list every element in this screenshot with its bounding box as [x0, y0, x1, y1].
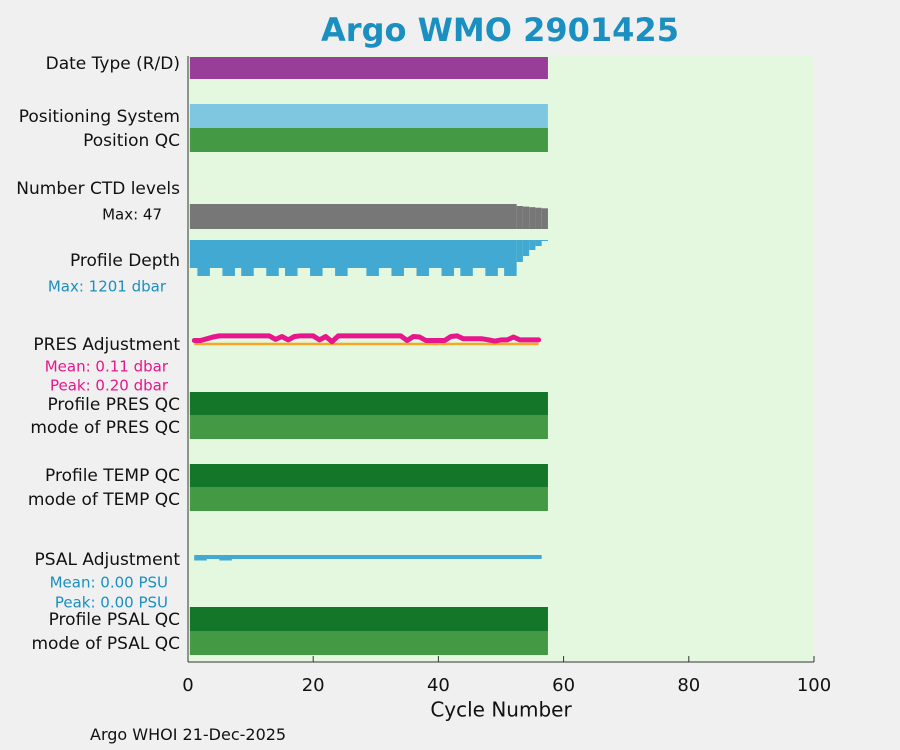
- bar-mode-psal-qc: [189, 631, 548, 655]
- bar-profile-depth-deep: [266, 267, 279, 276]
- row-label-mode-psal-qc: mode of PSAL QC: [31, 634, 180, 654]
- x-tick-label: 20: [302, 675, 325, 696]
- bar-profile-depth-deep: [391, 267, 404, 276]
- row-label-position-qc: Position QC: [83, 131, 180, 151]
- pres-mean-label: Mean: 0.11 dbar: [45, 358, 169, 376]
- x-tick-label: 0: [182, 675, 193, 696]
- row-label-psal-adjustment: PSAL Adjustment: [35, 550, 181, 570]
- bar-ctd-levels-cycle: [535, 207, 542, 229]
- bar-profile-depth-deep: [222, 267, 235, 276]
- chart-title: Argo WMO 2901425: [321, 11, 679, 49]
- bar-ctd-levels: [189, 204, 517, 229]
- bar-profile-temp-qc: [189, 464, 548, 487]
- bar-profile-depth-cycle: [522, 240, 530, 256]
- bar-profile-depth-cycle: [529, 240, 536, 250]
- bar-profile-depth-deep: [197, 267, 210, 276]
- bar-ctd-levels-cycle: [541, 208, 548, 229]
- bar-mode-pres-qc: [189, 415, 548, 439]
- bar-date-type: [189, 57, 548, 79]
- bar-positioning-system: [189, 104, 548, 128]
- bar-profile-depth: [189, 240, 517, 268]
- row-label-pres-adjustment: PRES Adjustment: [33, 335, 180, 355]
- row-label-date-type: Date Type (R/D): [46, 54, 180, 74]
- footer-text: Argo WHOI 21-Dec-2025: [90, 725, 287, 744]
- bar-ctd-levels-cycle: [516, 206, 523, 229]
- bar-profile-depth-deep: [485, 267, 498, 276]
- row-label-number-ctd-levels: Number CTD levels: [16, 179, 180, 199]
- bar-profile-depth-deep: [285, 267, 298, 276]
- bar-ctd-levels-cycle: [522, 206, 530, 229]
- pres-peak-label: Peak: 0.20 dbar: [50, 377, 169, 395]
- psal-mean-label: Mean: 0.00 PSU: [50, 574, 168, 592]
- bar-profile-depth-deep: [441, 267, 455, 276]
- x-tick-label: 80: [677, 675, 700, 696]
- bar-profile-depth-cycle: [541, 240, 548, 241]
- x-tick-label: 40: [427, 675, 450, 696]
- bar-profile-depth-deep: [460, 267, 473, 276]
- ctd-max-label: Max: 47: [102, 206, 162, 224]
- bar-profile-depth-cycle: [516, 240, 523, 262]
- x-tick-label: 60: [552, 675, 575, 696]
- plot-area: [188, 56, 814, 662]
- row-label-profile-depth: Profile Depth: [70, 251, 180, 271]
- psal-peak-label: Peak: 0.00 PSU: [55, 594, 168, 612]
- x-axis-label: Cycle Number: [430, 698, 572, 722]
- row-label-mode-pres-qc: mode of PRES QC: [30, 418, 180, 438]
- depth-max-label: Max: 1201 dbar: [48, 278, 167, 296]
- pres-adjustment-series: [191, 333, 542, 345]
- row-label-positioning-system: Positioning System: [19, 107, 180, 127]
- row-label-profile-psal-qc: Profile PSAL QC: [49, 610, 180, 630]
- bar-profile-depth-deep: [335, 267, 348, 276]
- x-tick-label: 100: [797, 675, 831, 696]
- bar-ctd-levels-cycle: [529, 207, 536, 229]
- row-label-profile-pres-qc: Profile PRES QC: [47, 395, 180, 415]
- row-label-profile-temp-qc: Profile TEMP QC: [45, 466, 180, 486]
- bar-profile-pres-qc: [189, 392, 548, 415]
- row-label-mode-temp-qc: mode of TEMP QC: [28, 490, 180, 510]
- bar-profile-depth-deep: [366, 267, 379, 276]
- bar-profile-depth-cycle: [535, 240, 542, 246]
- bar-profile-depth-deep: [416, 267, 430, 276]
- bar-profile-depth-deep: [310, 267, 323, 276]
- bar-profile-depth-deep: [504, 267, 517, 276]
- bar-profile-psal-qc: [189, 607, 548, 631]
- bar-position-qc: [189, 128, 548, 152]
- bar-mode-temp-qc: [189, 487, 548, 511]
- bar-profile-depth-deep: [241, 267, 254, 276]
